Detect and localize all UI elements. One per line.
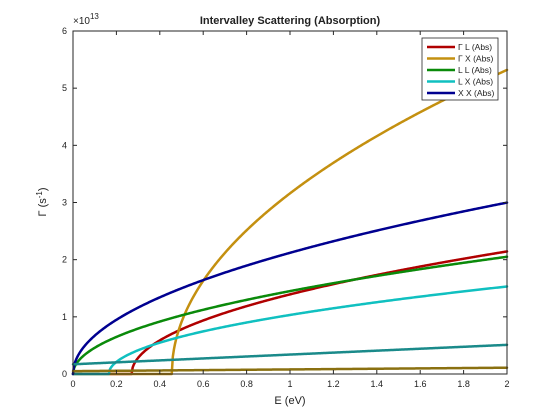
series-line-2	[71, 255, 509, 376]
y-tick-label: 6	[62, 26, 67, 36]
x-tick-label: 1.4	[371, 379, 384, 389]
y-tick-label: 3	[62, 198, 67, 208]
legend-label: Γ L (Abs)	[458, 42, 492, 52]
y-multiplier-exp: 13	[90, 12, 99, 21]
chart-title: Intervalley Scattering (Absorption)	[200, 15, 381, 27]
x-tick-label: 2	[504, 379, 509, 389]
x-tick-label: 1.8	[457, 379, 470, 389]
legend-label: Γ X (Abs)	[458, 54, 494, 64]
x-axis-label: E (eV)	[274, 395, 305, 407]
legend-label: L L (Abs)	[458, 65, 492, 75]
x-tick-label: 0.6	[197, 379, 210, 389]
x-tick-label: 1.2	[327, 379, 340, 389]
y-multiplier: ×1013	[73, 12, 99, 27]
y-tick-label: 2	[62, 255, 67, 265]
legend: Γ L (Abs) Γ X (Abs)L L (Abs) L X (Abs)X X …	[421, 37, 499, 101]
y-tick-label: 5	[62, 83, 67, 93]
legend-label: L X (Abs)	[458, 77, 493, 87]
y-axis-label-unit-exp: -1	[35, 191, 44, 199]
y-tick-label: 0	[62, 369, 67, 379]
y-axis-label: Γ (s-1)	[35, 187, 49, 216]
x-tick-label: 0	[70, 379, 75, 389]
x-tick-label: 1	[287, 379, 292, 389]
x-tick-label: 0.2	[110, 379, 123, 389]
x-tick-label: 1.6	[414, 379, 427, 389]
y-multiplier-base: ×10	[73, 16, 90, 27]
y-axis-label-unit-prefix: (s	[37, 198, 49, 208]
ticks-group: 0 0.2 0.4 0.6 0.8 1 1.2 1.4 1.6 1.8 2 0 1 2 3 4 5 6	[62, 26, 510, 389]
legend-label: X X (Abs)	[458, 88, 495, 98]
series-line-0	[71, 250, 509, 376]
series-line-6	[71, 366, 509, 373]
x-tick-label: 0.8	[240, 379, 253, 389]
y-tick-label: 1	[62, 312, 67, 322]
series-line-5	[71, 343, 509, 366]
series-line-3	[71, 285, 509, 376]
y-tick-label: 4	[62, 140, 67, 150]
legend-items: Γ L (Abs) Γ X (Abs)L L (Abs) L X (Abs)X X …	[427, 42, 495, 98]
series-line-4	[71, 201, 509, 376]
y-axis-label-unit-suffix: )	[37, 187, 49, 191]
y-axis-label-symbol: Γ	[37, 210, 49, 216]
x-tick-label: 0.4	[154, 379, 167, 389]
